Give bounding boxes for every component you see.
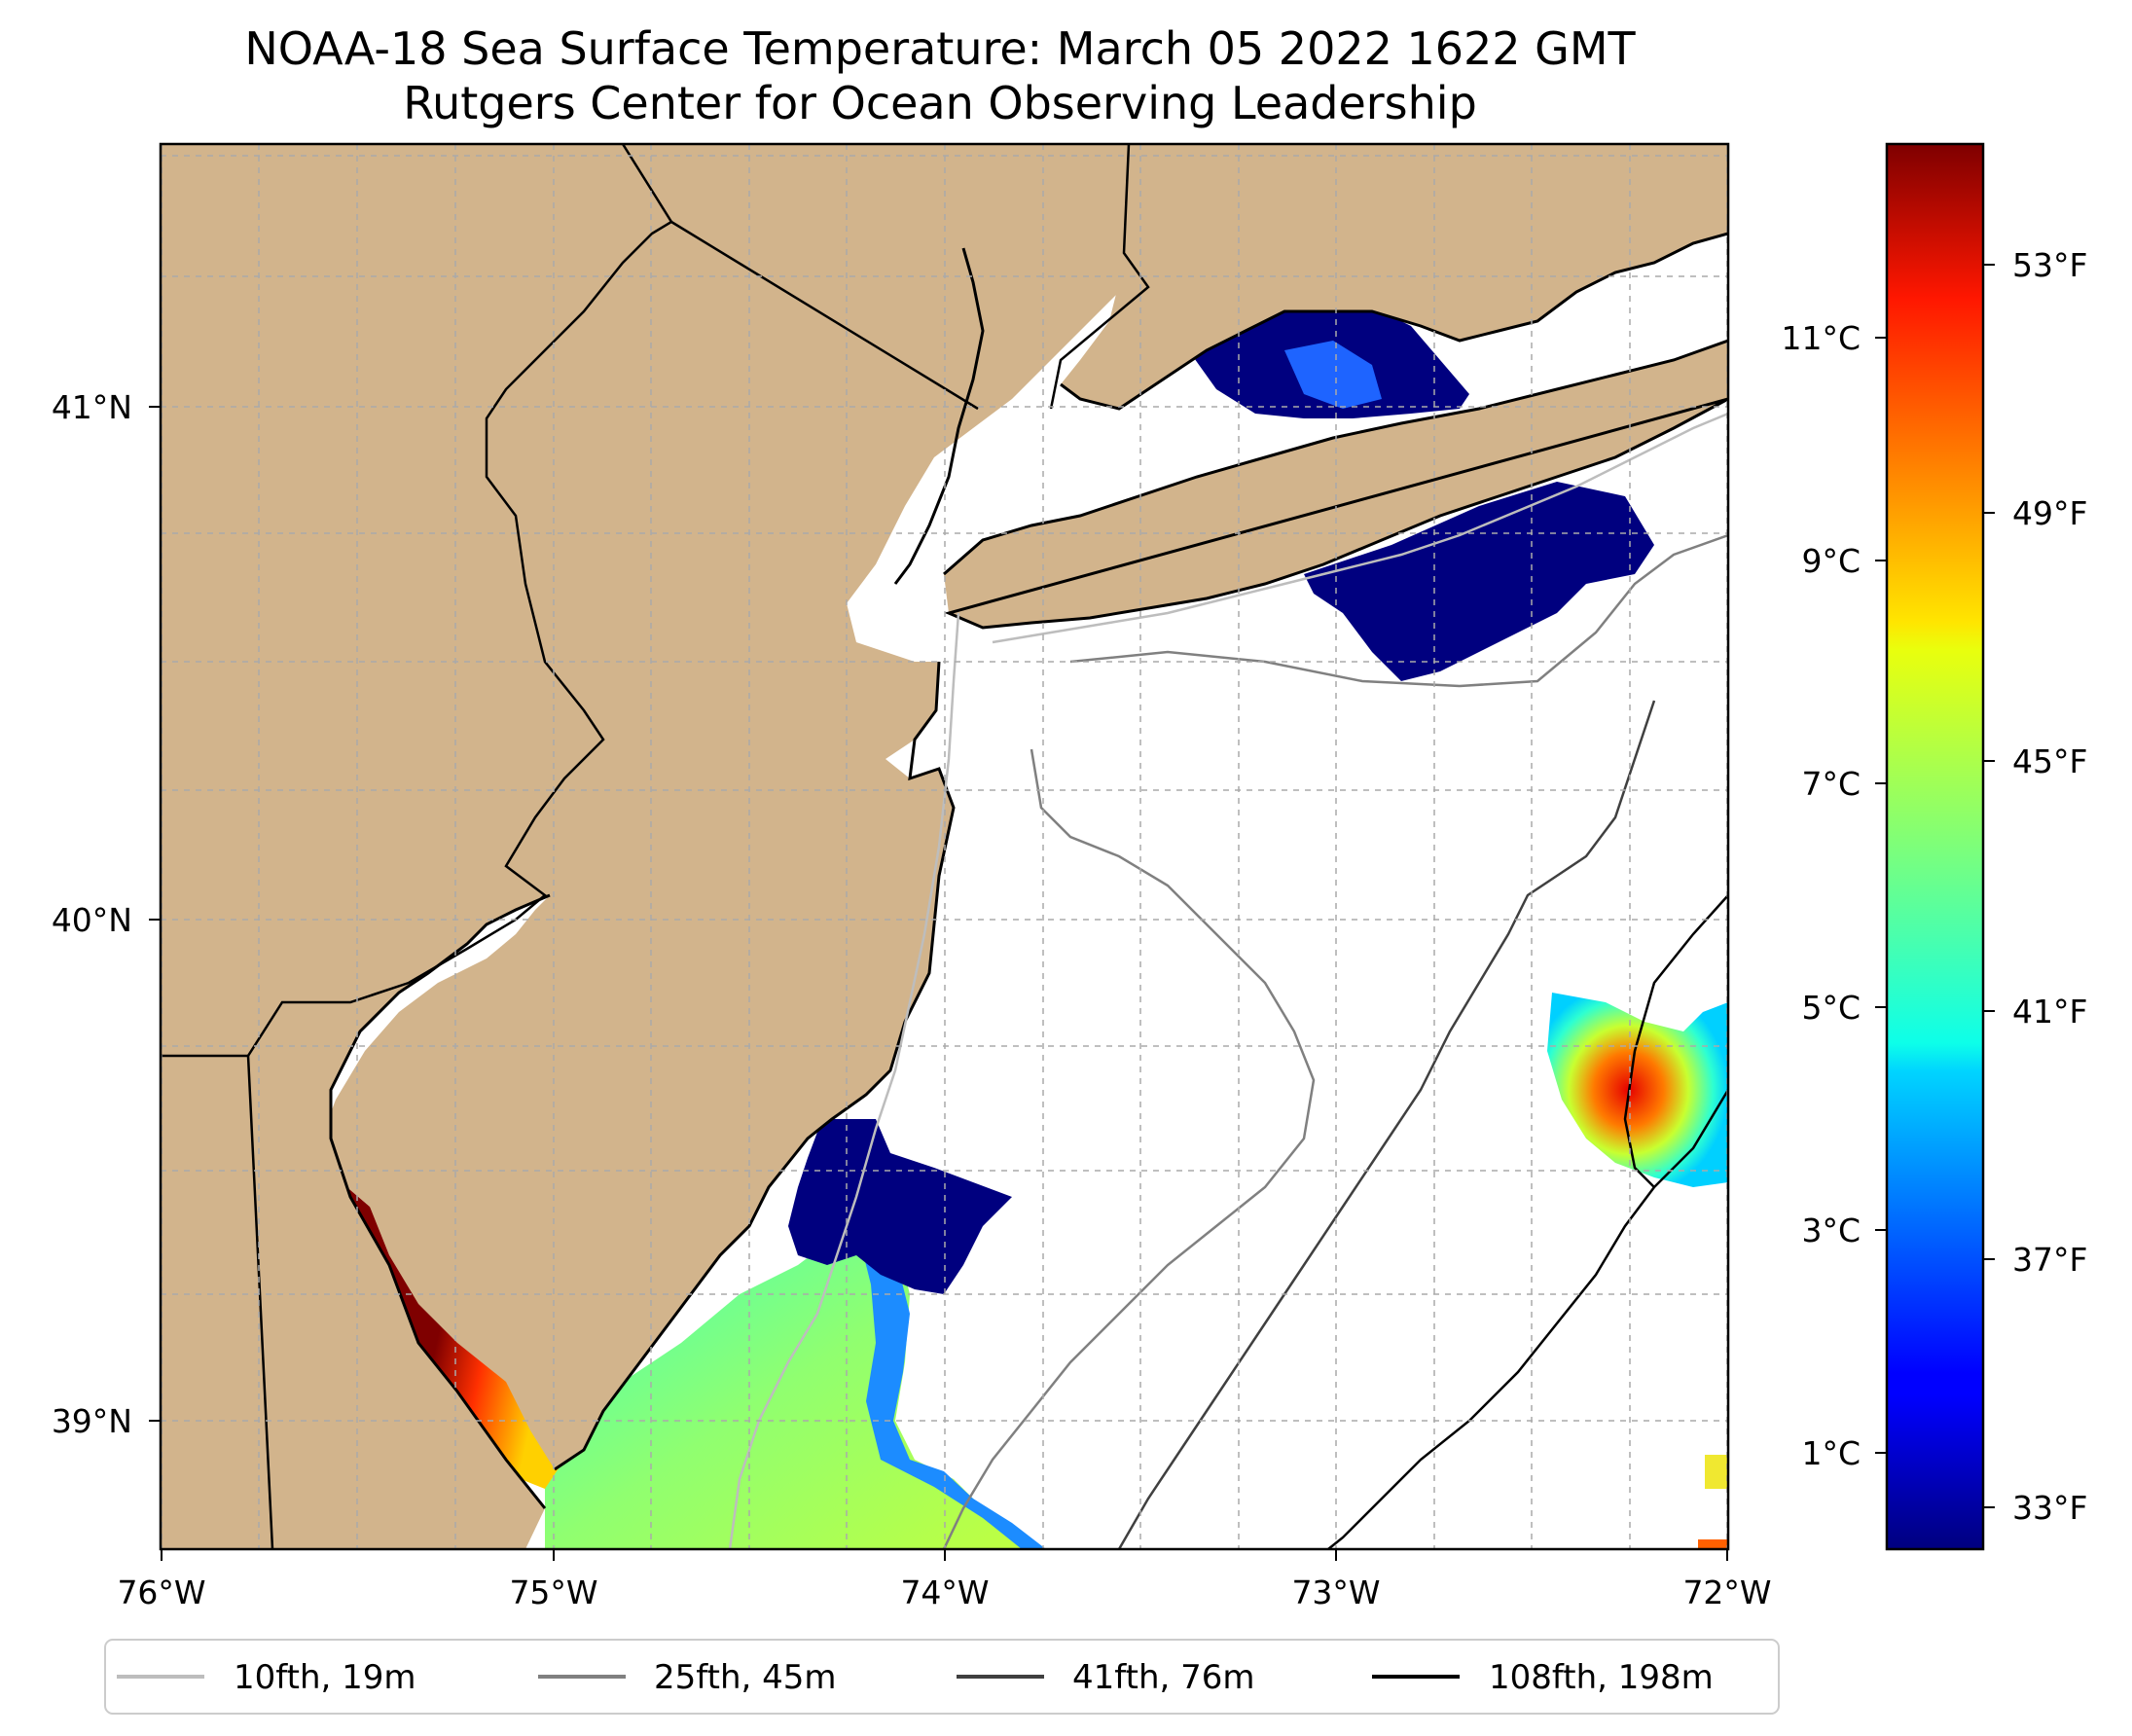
hudson-river xyxy=(893,247,985,585)
legend-label-25fth: 25fth, 45m xyxy=(654,1658,837,1697)
contour-41fth xyxy=(1117,700,1656,1549)
map-title-line2: Rutgers Center for Ocean Observing Leade… xyxy=(403,77,1477,129)
colorbar-tick-45f: 45°F xyxy=(2012,742,2087,780)
colorbar-tick-3c: 3°C xyxy=(1801,1212,1861,1249)
state-border-md-de xyxy=(161,1054,274,1549)
colorbar-tick-9c: 9°C xyxy=(1801,542,1861,580)
lon-tick-76w: 76°W xyxy=(117,1573,205,1611)
state-border-nj-ny xyxy=(670,220,979,411)
lat-tick-41n: 41°N xyxy=(52,388,132,426)
sst-southern-blue-edge xyxy=(856,1226,1046,1549)
map-title-line1: NOAA-18 Sea Surface Temperature: March 0… xyxy=(244,22,1636,75)
sst-south-long-island xyxy=(1304,482,1654,681)
sst-corner-yellow xyxy=(1705,1455,1728,1489)
legend-label-108fth: 108fth, 198m xyxy=(1489,1658,1714,1697)
state-border-ny-ct xyxy=(1049,144,1150,410)
lon-tick-74w: 74°W xyxy=(900,1573,989,1611)
sst-corner-orange xyxy=(1698,1539,1728,1549)
coastline-delaware-river xyxy=(329,893,551,1509)
colorbar: 1°C 3°C 5°C 7°C 9°C 11°C 33°F 37°F 41°F … xyxy=(1781,142,2087,1551)
coastline-nj xyxy=(554,661,956,1471)
lat-tick-39n: 39°N xyxy=(52,1402,132,1440)
colorbar-tick-49f: 49°F xyxy=(2012,494,2087,532)
tick-marks xyxy=(149,406,1728,1561)
colorbar-tick-37f: 37°F xyxy=(2012,1241,2087,1279)
contour-25fth xyxy=(942,533,1728,1549)
legend-box xyxy=(104,1639,1780,1715)
legend-label-10fth: 10fth, 19m xyxy=(234,1658,416,1697)
colorbar-tick-11c: 11°C xyxy=(1781,319,1861,357)
state-border-nj-pa xyxy=(246,144,673,1057)
lat-tick-40n: 40°N xyxy=(52,901,132,939)
lon-tick-75w: 75°W xyxy=(509,1573,597,1611)
colorbar-tick-53f: 53°F xyxy=(2012,246,2087,284)
lon-tick-73w: 73°W xyxy=(1291,1573,1380,1611)
colorbar-tick-7c: 7°C xyxy=(1801,765,1861,803)
sst-cold-pool-nj xyxy=(788,1119,1012,1294)
coastline-long-island xyxy=(943,339,1728,630)
coastline-connecticut xyxy=(1060,232,1728,411)
lon-tick-72w: 72°W xyxy=(1682,1573,1771,1611)
map-panel: 76°W 75°W 74°W 73°W 72°W 39°N 40°N 41°N xyxy=(52,142,1772,1611)
colorbar-tick-5c: 5°C xyxy=(1801,989,1861,1027)
contour-108fth xyxy=(1327,894,1728,1549)
contour-legend: 10fth, 19m 25fth, 45m 41fth, 76m 108fth,… xyxy=(104,1639,1780,1715)
legend-label-41fth: 41fth, 76m xyxy=(1072,1658,1255,1697)
sst-long-island-sound-core xyxy=(1284,341,1382,409)
sst-warm-eddy xyxy=(1547,993,1728,1187)
land-delmarva xyxy=(161,1031,355,1549)
colorbar-tick-1c: 1°C xyxy=(1801,1434,1861,1472)
colorbar-tick-33f: 33°F xyxy=(2012,1489,2087,1527)
colorbar-gradient xyxy=(1885,142,1985,1551)
land-new-england xyxy=(1061,144,1728,409)
colorbar-tick-41f: 41°F xyxy=(2012,993,2087,1031)
land-mainland xyxy=(161,144,1129,1549)
